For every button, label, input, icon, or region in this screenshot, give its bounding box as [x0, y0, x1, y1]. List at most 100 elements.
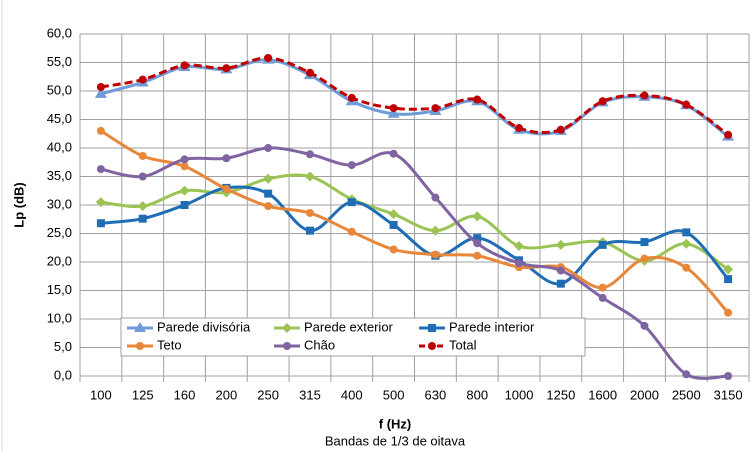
y-tick-label: 40,0 — [47, 139, 72, 154]
marker — [180, 61, 189, 70]
x-tick-label: 2500 — [672, 387, 701, 402]
marker — [263, 173, 274, 184]
marker — [180, 201, 189, 209]
marker — [431, 250, 440, 259]
marker — [180, 155, 189, 164]
marker — [389, 220, 398, 229]
marker — [723, 264, 734, 275]
x-tick-label: 1250 — [546, 387, 575, 402]
series-line — [100, 173, 729, 271]
marker — [640, 321, 649, 330]
marker — [222, 154, 231, 163]
marker — [472, 211, 483, 222]
marker — [138, 214, 147, 223]
marker — [283, 342, 291, 350]
marker — [682, 228, 691, 237]
marker — [264, 144, 273, 152]
y-tick-label: 10,0 — [47, 310, 72, 325]
marker — [724, 372, 733, 380]
marker — [682, 263, 691, 272]
x-tick-label: 500 — [383, 387, 405, 402]
marker — [598, 283, 607, 292]
marker — [515, 259, 524, 268]
y-tick-label: 50,0 — [47, 82, 72, 97]
marker — [305, 208, 314, 217]
y-tick-label: 45,0 — [47, 111, 72, 126]
x-axis-sublabel: Bandas de 1/3 de oitava — [325, 433, 466, 448]
marker — [304, 171, 315, 182]
marker — [431, 193, 440, 202]
series-line — [100, 185, 730, 286]
y-tick-label: 5,0 — [54, 339, 72, 354]
marker — [681, 238, 692, 249]
marker — [389, 104, 398, 113]
marker — [138, 172, 147, 181]
marker — [347, 93, 356, 102]
legend-label: Parede exterior — [304, 319, 394, 334]
marker — [515, 124, 524, 133]
y-tick-label: 0,0 — [54, 367, 72, 382]
marker — [598, 293, 607, 302]
marker — [724, 308, 733, 317]
marker — [556, 266, 565, 275]
x-tick-label: 800 — [466, 387, 488, 402]
x-tick-label: 125 — [132, 387, 154, 402]
y-tick-label: 60,0 — [47, 25, 72, 40]
marker — [514, 241, 525, 252]
x-tick-label: 200 — [215, 387, 237, 402]
marker — [222, 64, 231, 73]
marker — [387, 107, 400, 118]
marker — [305, 150, 314, 159]
marker — [473, 95, 482, 104]
marker — [347, 161, 356, 170]
legend-label: Parede interior — [449, 319, 535, 334]
y-tick-label: 15,0 — [47, 282, 72, 297]
x-tick-label: 1600 — [588, 387, 617, 402]
marker — [305, 226, 314, 235]
series-line — [100, 129, 730, 314]
marker — [347, 198, 356, 207]
marker — [264, 202, 273, 211]
marker — [598, 97, 607, 106]
marker — [138, 75, 147, 84]
marker — [138, 151, 147, 160]
marker — [473, 234, 482, 243]
legend-label: Total — [449, 337, 477, 352]
series-line — [100, 56, 729, 137]
marker — [96, 219, 105, 228]
marker — [389, 149, 398, 158]
marker — [264, 189, 273, 198]
marker — [94, 87, 107, 98]
x-tick-label: 100 — [90, 387, 112, 402]
y-tick-label: 55,0 — [47, 54, 72, 69]
marker — [282, 323, 292, 333]
marker — [389, 245, 398, 254]
y-tick-label: 35,0 — [47, 168, 72, 183]
marker — [682, 100, 691, 109]
marker — [556, 279, 565, 288]
y-tick-label: 20,0 — [47, 253, 72, 268]
marker — [96, 83, 105, 92]
legend-label: Teto — [157, 337, 182, 352]
marker — [640, 238, 649, 247]
y-tick-label: 25,0 — [47, 225, 72, 240]
marker — [136, 342, 144, 350]
marker — [347, 227, 356, 236]
x-tick-label: 250 — [257, 387, 279, 402]
marker — [682, 370, 691, 379]
x-tick-label: 400 — [341, 387, 363, 402]
marker — [598, 240, 607, 249]
x-tick-label: 2000 — [630, 387, 659, 402]
marker — [431, 104, 440, 113]
y-tick-label: 30,0 — [47, 196, 72, 211]
marker — [724, 275, 733, 284]
marker — [137, 201, 148, 212]
marker — [305, 68, 314, 77]
legend-label: Chão — [304, 337, 335, 352]
legend-box — [120, 317, 586, 357]
marker — [556, 125, 565, 134]
x-tick-label: 3150 — [714, 387, 743, 402]
marker — [179, 185, 190, 196]
marker — [555, 239, 566, 250]
x-tick-label: 630 — [425, 387, 447, 402]
